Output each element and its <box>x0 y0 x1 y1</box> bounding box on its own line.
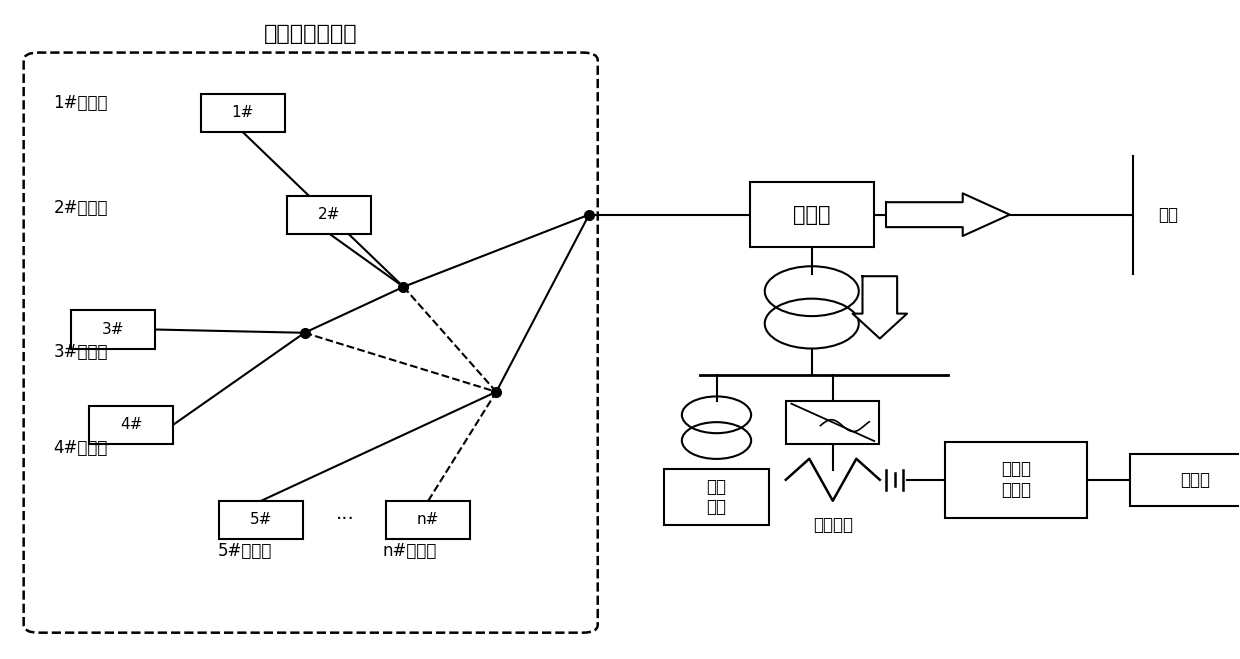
Bar <box>750 182 874 248</box>
Text: ···: ··· <box>336 510 355 529</box>
Text: 气态压
缩储氢: 气态压 缩储氢 <box>1001 461 1030 499</box>
Text: 风电场汇集接入: 风电场汇集接入 <box>264 24 357 44</box>
Bar <box>1131 453 1240 506</box>
Text: 电网: 电网 <box>1158 206 1178 223</box>
Bar <box>288 196 371 234</box>
Text: 制氢系统: 制氢系统 <box>812 516 853 534</box>
Text: 其他
负荷: 其他 负荷 <box>707 478 727 517</box>
Text: 2#: 2# <box>319 207 341 222</box>
Text: 4#风电场: 4#风电场 <box>53 439 108 457</box>
Text: 3#风电场: 3#风电场 <box>53 343 108 362</box>
Bar <box>386 501 470 539</box>
Text: 变电站: 变电站 <box>794 205 831 225</box>
Text: 2#风电场: 2#风电场 <box>53 199 108 217</box>
Text: 5#: 5# <box>250 512 273 527</box>
Text: 3#: 3# <box>102 322 124 337</box>
Bar <box>89 406 174 444</box>
Text: 1#: 1# <box>232 105 254 121</box>
Text: n#风电场: n#风电场 <box>382 542 436 559</box>
Bar <box>786 401 879 444</box>
Bar <box>71 310 155 349</box>
Bar <box>201 94 285 132</box>
Text: 商品氢: 商品氢 <box>1180 471 1210 489</box>
Polygon shape <box>853 276 906 339</box>
Polygon shape <box>887 193 1009 236</box>
Text: 1#风电场: 1#风电场 <box>53 94 108 112</box>
Bar <box>945 442 1087 517</box>
Text: 4#: 4# <box>120 417 143 432</box>
Text: 5#风电场: 5#风电场 <box>218 542 273 559</box>
FancyBboxPatch shape <box>24 53 598 633</box>
Bar <box>219 501 304 539</box>
Text: n#: n# <box>417 512 439 527</box>
Bar <box>663 469 769 525</box>
